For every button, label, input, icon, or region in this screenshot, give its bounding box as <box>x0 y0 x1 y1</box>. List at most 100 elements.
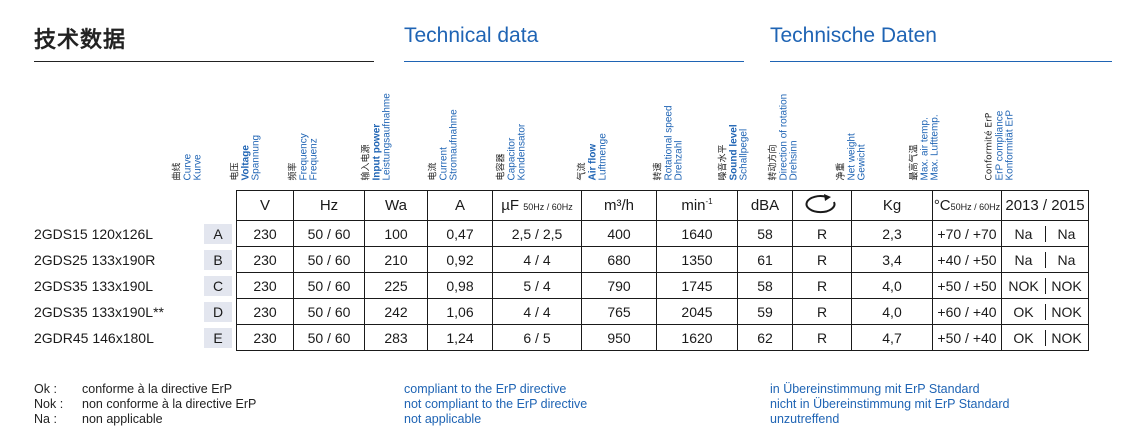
erp-2015-value: Na <box>1057 225 1076 242</box>
capacitor-cell: 4 / 4 <box>492 298 582 325</box>
erp-2015-value: Na <box>1057 251 1076 268</box>
curve-badge: A <box>204 223 232 244</box>
sound-cell: 62 <box>737 324 793 351</box>
model-name: 2GDR45 146x180L <box>34 329 154 346</box>
column-header-rotational-speed: 转速 Rotational speed Drehzahl <box>653 104 685 180</box>
erp-cell: Na Na <box>1001 220 1089 247</box>
sound-cell: 58 <box>737 220 793 247</box>
column-header-voltage: 电压 Voltage Spannung <box>230 134 262 180</box>
technical-data-table: V Hz Wa A µF 50Hz / 60Hz m³/h min-1 dBA … <box>30 190 1089 351</box>
unit-current: A <box>427 190 493 221</box>
rotation-cell: R <box>792 298 852 325</box>
unit-air-flow: m³/h <box>581 190 657 221</box>
power-cell: 210 <box>364 246 428 273</box>
weight-cell: 4,0 <box>851 298 933 325</box>
erp-2013-value: OK <box>1003 303 1046 320</box>
current-cell: 0,92 <box>427 246 493 273</box>
column-header-max-air-temp: 最高气温 Max. air temp. Max. Lufttemp. <box>909 113 941 180</box>
airflow-cell: 950 <box>581 324 657 351</box>
voltage-cell: 230 <box>236 298 294 325</box>
power-cell: 225 <box>364 272 428 299</box>
column-header-capacitor: 电容器 Capacitor Kondensator <box>496 123 528 180</box>
current-cell: 0,47 <box>427 220 493 247</box>
erp-cell: OK NOK <box>1001 324 1089 351</box>
erp-2013-value: Na <box>1003 225 1046 242</box>
voltage-cell: 230 <box>236 272 294 299</box>
weight-cell: 4,0 <box>851 272 933 299</box>
unit-erp: 2013 / 2015 <box>1001 190 1089 221</box>
model-name: 2GDS15 120x126L <box>34 225 154 242</box>
capacitor-cell: 4 / 4 <box>492 246 582 273</box>
erp-2015-value: NOK <box>1051 303 1082 320</box>
power-cell: 100 <box>364 220 428 247</box>
airflow-cell: 765 <box>581 298 657 325</box>
erp-2015-value: NOK <box>1051 329 1082 346</box>
curve-badge: B <box>204 249 232 270</box>
heading-german: Technische Daten <box>770 24 937 47</box>
airflow-cell: 680 <box>581 246 657 273</box>
unit-voltage: V <box>236 190 294 221</box>
curve-badge: E <box>204 327 232 348</box>
rotation-direction-icon <box>792 190 852 221</box>
curve-badge: C <box>204 275 232 296</box>
weight-cell: 4,7 <box>851 324 933 351</box>
speed-cell: 1350 <box>656 246 738 273</box>
voltage-cell: 230 <box>236 220 294 247</box>
temp-cell: +70 / +70 <box>932 220 1002 247</box>
erp-2013-value: OK <box>1003 329 1046 346</box>
current-cell: 0,98 <box>427 272 493 299</box>
weight-cell: 3,4 <box>851 246 933 273</box>
weight-cell: 2,3 <box>851 220 933 247</box>
speed-cell: 2045 <box>656 298 738 325</box>
airflow-cell: 790 <box>581 272 657 299</box>
column-header-frequency: 频率 Frequency Frequenz <box>288 132 320 180</box>
voltage-cell: 230 <box>236 324 294 351</box>
table-row: 2GDS15 120x126L A 230 50 / 60 100 0,47 2,5 / 2… <box>30 220 1089 247</box>
heading-divider-blue <box>770 61 1112 62</box>
unit-speed: min-1 <box>656 190 738 221</box>
frequency-cell: 50 / 60 <box>293 246 365 273</box>
table-row: 2GDS35 133x190L C 230 50 / 60 225 0,98 5 / 4 79… <box>30 272 1089 299</box>
speed-cell: 1620 <box>656 324 738 351</box>
heading-divider-black <box>34 61 374 62</box>
erp-2013-value: Na <box>1003 251 1046 268</box>
erp-cell: OK NOK <box>1001 298 1089 325</box>
temp-cell: +50 / +40 <box>932 324 1002 351</box>
erp-2013-value: NOK <box>1003 277 1046 294</box>
rotation-cell: R <box>792 246 852 273</box>
temp-cell: +60 / +40 <box>932 298 1002 325</box>
heading-english: Technical data <box>404 24 539 47</box>
power-cell: 283 <box>364 324 428 351</box>
unit-capacitor: µF 50Hz / 60Hz <box>492 190 582 221</box>
column-header-sound-level: 噪音水平 Sound level Schallpegel <box>718 123 750 180</box>
erp-cell: NOK NOK <box>1001 272 1089 299</box>
unit-power: Wa <box>364 190 428 221</box>
unit-temp: °C50Hz / 60Hz <box>932 190 1002 221</box>
frequency-cell: 50 / 60 <box>293 220 365 247</box>
heading-divider-blue <box>404 61 744 62</box>
voltage-cell: 230 <box>236 246 294 273</box>
unit-frequency: Hz <box>293 190 365 221</box>
frequency-cell: 50 / 60 <box>293 272 365 299</box>
speed-cell: 1745 <box>656 272 738 299</box>
table-row: 2GDS25 133x190R B 230 50 / 60 210 0,92 4 / 4 68… <box>30 246 1089 273</box>
capacitor-cell: 2,5 / 2,5 <box>492 220 582 247</box>
power-cell: 242 <box>364 298 428 325</box>
units-row: V Hz Wa A µF 50Hz / 60Hz m³/h min-1 dBA … <box>30 190 1089 221</box>
unit-sound: dBA <box>737 190 793 221</box>
column-header-input-power: 输入电源 Input power Leistungsaufnahme <box>361 92 393 180</box>
current-cell: 1,06 <box>427 298 493 325</box>
column-header-net-weight: 净重 Net weight Gewicht <box>836 132 868 180</box>
unit-weight: Kg <box>851 190 933 221</box>
heading-chinese: 技术数据 <box>34 28 127 53</box>
sound-cell: 59 <box>737 298 793 325</box>
sound-cell: 58 <box>737 272 793 299</box>
current-cell: 1,24 <box>427 324 493 351</box>
frequency-cell: 50 / 60 <box>293 324 365 351</box>
rotation-cell: R <box>792 324 852 351</box>
rotation-cell: R <box>792 272 852 299</box>
model-name: 2GDS35 133x190L** <box>34 303 164 320</box>
curve-badge: D <box>204 301 232 322</box>
capacitor-cell: 6 / 5 <box>492 324 582 351</box>
sound-cell: 61 <box>737 246 793 273</box>
